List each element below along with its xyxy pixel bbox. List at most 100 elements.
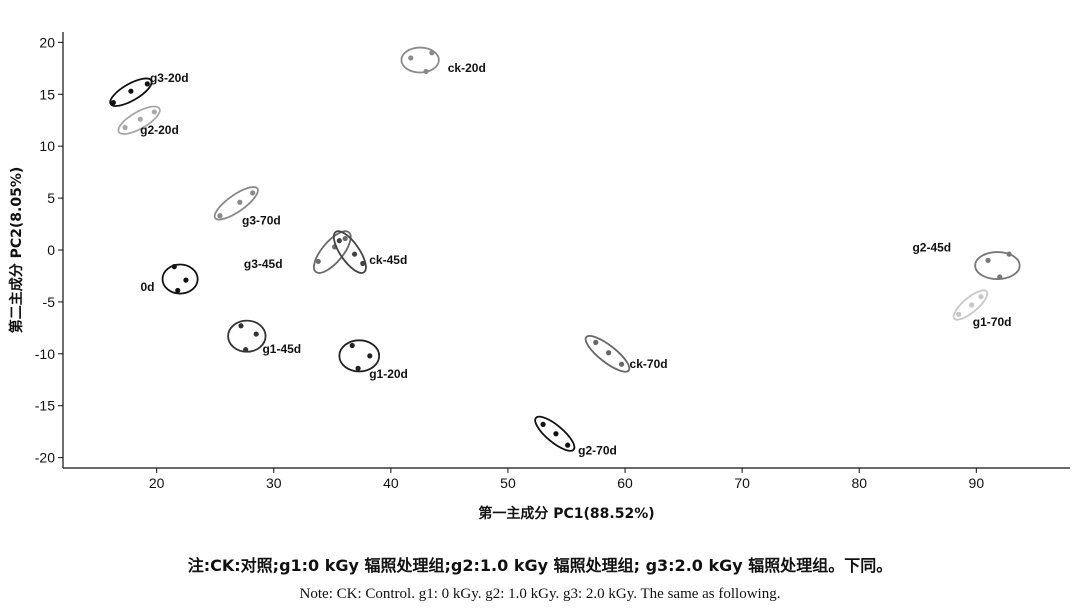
data-point-ck-70d — [593, 339, 599, 345]
group-label-g1-20d: g1-20d — [369, 367, 408, 381]
data-point-g1-45d — [243, 347, 249, 353]
data-point-g2-70d — [553, 431, 559, 437]
data-point-g3-70d — [217, 213, 223, 219]
data-point-g1-70d — [978, 294, 984, 300]
group-0d: 0d — [141, 263, 199, 295]
data-point-g3-45d — [342, 235, 348, 242]
group-g1-70d: g1-70d — [952, 289, 1012, 329]
confidence-ellipse-g1-45d — [227, 319, 267, 353]
y-tick-label: 15 — [39, 86, 55, 102]
x-tick-label: 40 — [383, 475, 399, 491]
note-english: Note: CK: Control. g1: 0 kGy. g2: 1.0 kG… — [299, 586, 781, 602]
data-point-g3-45d — [315, 258, 321, 265]
y-tick-label: -15 — [35, 398, 55, 414]
y-tick-label: -20 — [35, 450, 55, 466]
data-point-g1-20d — [349, 342, 355, 349]
group-g1-45d: g1-45d — [227, 319, 301, 356]
y-tick-label: 0 — [47, 242, 55, 258]
data-point-g3-70d — [237, 199, 243, 205]
confidence-ellipse-ck-70d — [584, 335, 631, 373]
data-point-g1-45d — [238, 323, 244, 329]
group-g2-20d: g2-20d — [117, 105, 179, 137]
data-point-g2-20d — [122, 124, 128, 131]
group-g3-70d: g3-70d — [213, 186, 281, 227]
y-axis-title: 第二主成分 PC2(8.05%) — [8, 167, 25, 334]
group-label-g2-45d: g2-45d — [912, 241, 951, 255]
group-g1-20d: g1-20d — [338, 339, 408, 381]
group-ck-45d: ck-45d — [332, 230, 407, 274]
data-point-0d — [171, 264, 177, 270]
data-point-g3-70d — [250, 190, 256, 196]
x-tick-label: 70 — [734, 475, 750, 491]
y-tick-label: -5 — [43, 294, 56, 310]
x-tick-label: 30 — [266, 475, 282, 491]
data-point-g1-20d — [355, 365, 361, 371]
y-tick-label: 20 — [39, 34, 55, 50]
group-g3-45d: g3-45d — [244, 230, 352, 274]
group-label-g1-45d: g1-45d — [262, 342, 301, 356]
data-point-g3-20d — [110, 99, 116, 106]
y-tick-label: 5 — [47, 190, 55, 206]
x-tick-label: 50 — [500, 475, 516, 491]
data-point-g2-45d — [985, 257, 991, 263]
data-point-g1-45d — [253, 331, 259, 337]
data-point-ck-20d — [423, 68, 429, 75]
data-point-g1-70d — [956, 311, 962, 317]
data-point-ck-20d — [429, 50, 435, 56]
group-label-ck-45d: ck-45d — [369, 253, 407, 267]
confidence-ellipse-g2-45d — [974, 251, 1021, 280]
x-axis-title: 第一主成分 PC1(88.52%) — [478, 505, 654, 522]
data-point-g3-20d — [128, 88, 134, 94]
data-point-g2-45d — [997, 274, 1003, 280]
data-point-ck-45d — [336, 238, 342, 244]
data-point-ck-45d — [360, 260, 366, 267]
data-point-g2-70d — [565, 442, 571, 448]
group-label-g3-70d: g3-70d — [242, 213, 281, 227]
group-label-g1-70d: g1-70d — [973, 315, 1012, 329]
confidence-ellipse-g3-70d — [213, 186, 259, 221]
data-point-ck-70d — [618, 361, 625, 367]
x-tick-label: 80 — [851, 475, 867, 491]
confidence-ellipse-ck-20d — [400, 46, 440, 74]
confidence-ellipse-g2-70d — [534, 415, 576, 452]
x-tick-label: 60 — [617, 475, 633, 491]
confidence-ellipse-g1-20d — [338, 339, 381, 373]
data-point-ck-45d — [351, 251, 358, 257]
group-label-g2-20d: g2-20d — [140, 123, 179, 137]
x-tick-label: 20 — [149, 475, 165, 491]
group-label-g2-70d: g2-70d — [578, 444, 617, 458]
data-point-g2-20d — [137, 116, 143, 122]
group-label-g3-20d: g3-20d — [150, 71, 189, 85]
data-point-g1-70d — [969, 302, 975, 308]
data-point-0d — [175, 287, 181, 294]
groups: g3-20d g2-20d ck-20d g3-70d 0d g3-45d ck-45d g1… — [109, 46, 1021, 458]
group-g3-20d: g3-20d — [109, 71, 189, 107]
confidence-ellipse-g3-20d — [109, 77, 153, 107]
group-g2-70d: g2-70d — [534, 415, 617, 458]
y-tick-label: 10 — [39, 138, 55, 154]
note-chinese: 注:CK:对照;g1:0 kGy 辐照处理组;g2:1.0 kGy 辐照处理组;… — [187, 556, 893, 575]
group-label-g3-45d: g3-45d — [244, 257, 283, 271]
group-ck-70d: ck-70d — [584, 335, 668, 373]
data-point-g2-45d — [1006, 251, 1012, 257]
data-point-ck-70d — [606, 350, 612, 356]
x-tick-label: 90 — [969, 475, 985, 491]
confidence-ellipse-0d — [161, 263, 199, 295]
group-label-0d: 0d — [141, 280, 155, 294]
data-point-g1-20d — [367, 353, 373, 359]
data-point-g2-70d — [540, 421, 546, 427]
group-label-ck-70d: ck-70d — [630, 357, 668, 371]
data-point-ck-20d — [408, 55, 414, 61]
data-point-0d — [183, 277, 189, 283]
confidence-ellipse-g3-45d — [313, 230, 352, 274]
group-g2-45d: g2-45d — [912, 241, 1021, 280]
data-point-g2-20d — [151, 109, 157, 115]
group-label-ck-20d: ck-20d — [448, 61, 486, 75]
y-tick-label: -10 — [35, 346, 55, 362]
group-ck-20d: ck-20d — [400, 46, 486, 75]
confidence-ellipse-ck-45d — [332, 230, 367, 274]
data-point-g3-20d — [144, 81, 150, 87]
confidence-ellipse-g2-20d — [117, 105, 161, 135]
